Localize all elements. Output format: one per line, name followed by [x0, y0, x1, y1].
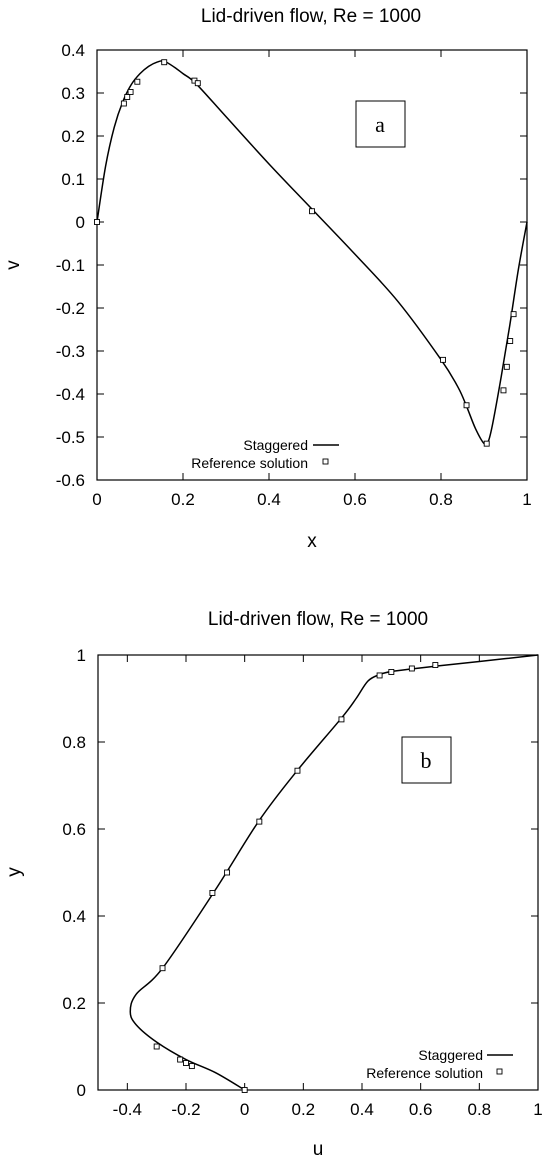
- chart-b-ticks: -0.4 -0.2 0 0.2 0.4 0.6 0.8 1 1 0.8 0.6 0.4 0.2 0: [62, 646, 542, 1119]
- chart-b-reference-point: [432, 662, 439, 668]
- chart-a-reference-point: [94, 219, 100, 225]
- chart-a-xtick-label: 1: [522, 490, 531, 509]
- chart-b-reference-point: [153, 1043, 160, 1050]
- chart-b-reference-point: [338, 716, 345, 723]
- chart-a-xtick-label: 0: [92, 490, 101, 509]
- chart-b-xtick-label: 1: [533, 1100, 542, 1119]
- chart-a-ytick-label: -0.4: [56, 385, 85, 404]
- chart-b-panel-label: b: [421, 748, 432, 773]
- chart-a-xtick-label: 0.4: [257, 490, 281, 509]
- chart-a-ytick-label: -0.3: [56, 342, 85, 361]
- chart-a-legend-label-reference: Reference solution: [191, 455, 308, 471]
- chart-b-xtick-label: 0.6: [409, 1100, 433, 1119]
- chart-a-ytick-label: -0.1: [56, 256, 85, 275]
- chart-b-reference-point: [388, 669, 395, 675]
- chart-a-reference-point: [120, 100, 127, 107]
- chart-a-panel-label-box: a: [355, 100, 406, 148]
- chart-a-ytick-label: 0.1: [61, 170, 85, 189]
- chart-a-xlabel: x: [307, 531, 317, 552]
- chart-a-xtick-label: 0.2: [171, 490, 195, 509]
- chart-b-xtick-label: -0.4: [113, 1100, 142, 1119]
- chart-b-xtick-label: 0.4: [350, 1100, 374, 1119]
- chart-a-ytick-label: -0.6: [56, 471, 85, 490]
- chart-a-reference-point: [194, 80, 201, 87]
- chart-b-reference-point: [241, 1087, 248, 1093]
- chart-a: Lid-driven flow, Re = 1000 0 0.2 0.4 0.6 0.8…: [3, 6, 532, 552]
- chart-b-reference-point: [177, 1056, 184, 1063]
- chart-a-reference-point: [503, 363, 510, 370]
- chart-a-reference-point: [510, 311, 517, 318]
- chart-a-reference-point: [127, 89, 134, 95]
- chart-b-legend-marker-reference: [496, 1068, 503, 1075]
- chart-b: Lid-driven flow, Re = 1000 -0.4 -0.2 0 0.2 0…: [4, 609, 543, 1160]
- chart-b-xtick-label: 0.8: [468, 1100, 492, 1119]
- chart-b-reference-point: [224, 869, 231, 876]
- chart-b-series: [129, 654, 539, 1093]
- chart-b-ytick-label: 0.8: [62, 733, 86, 752]
- chart-a-panel-label: a: [375, 112, 385, 137]
- chart-b-reference-point: [376, 672, 383, 679]
- chart-b-ytick-label: 0.6: [62, 820, 86, 839]
- chart-b-legend: Staggered Reference solution: [366, 1047, 513, 1081]
- chart-b-legend-label-staggered: Staggered: [418, 1047, 483, 1063]
- chart-a-reference-point: [161, 59, 168, 66]
- chart-a-reference-point: [134, 78, 141, 85]
- chart-b-reference-point: [408, 665, 415, 672]
- chart-b-ytick-label: 0: [77, 1081, 86, 1100]
- chart-b-reference-point: [209, 889, 216, 896]
- chart-a-ytick-label: 0.2: [61, 127, 85, 146]
- chart-b-xtick-label: -0.2: [171, 1100, 200, 1119]
- chart-b-ytick-label: 0.2: [62, 994, 86, 1013]
- chart-b-reference-point: [256, 818, 263, 825]
- chart-a-ytick-label: 0: [76, 213, 85, 232]
- chart-b-ytick-label: 1: [77, 646, 86, 665]
- chart-a-legend-label-staggered: Staggered: [243, 437, 308, 453]
- chart-b-title: Lid-driven flow, Re = 1000: [208, 609, 428, 630]
- chart-b-xtick-label: 0: [240, 1100, 249, 1119]
- chart-a-ytick-label: -0.5: [56, 428, 85, 447]
- chart-a-reference-point: [500, 387, 507, 394]
- chart-b-ylabel: y: [4, 867, 25, 877]
- chart-b-reference-point: [188, 1063, 195, 1070]
- chart-b-legend-label-reference: Reference solution: [366, 1065, 483, 1081]
- chart-a-xtick-label: 0.6: [343, 490, 367, 509]
- chart-a-reference-point: [483, 440, 490, 447]
- chart-a-xtick-label: 0.8: [429, 490, 453, 509]
- chart-b-plot-frame: [97, 654, 539, 1091]
- chart-a-series: [94, 59, 528, 447]
- chart-a-title: Lid-driven flow, Re = 1000: [201, 6, 421, 27]
- chart-a-legend-marker-reference: [322, 458, 329, 465]
- chart-a-legend: Staggered Reference solution: [191, 437, 339, 471]
- chart-b-reference-point: [294, 767, 301, 774]
- chart-a-ytick-label: -0.2: [56, 299, 85, 318]
- chart-b-xtick-label: 0.2: [292, 1100, 316, 1119]
- chart-a-ytick-label: 0.3: [61, 84, 85, 103]
- chart-a-reference-point: [440, 356, 446, 363]
- chart-b-panel-label-box: b: [401, 736, 452, 784]
- chart-b-xlabel: u: [313, 1139, 324, 1160]
- chart-b-reference-point: [183, 1060, 189, 1066]
- chart-a-ytick-label: 0.4: [61, 41, 85, 60]
- chart-a-ylabel: v: [3, 260, 24, 270]
- chart-a-reference-point: [309, 208, 315, 215]
- chart-a-reference-point: [463, 402, 470, 409]
- chart-b-ytick-label: 0.4: [62, 907, 86, 926]
- chart-a-reference-point: [507, 338, 514, 344]
- chart-a-series-staggered-line: [96, 60, 528, 446]
- chart-a-plot-frame: [96, 49, 528, 481]
- chart-a-ticks: 0 0.2 0.4 0.6 0.8 1 0.4 0.3 0.2 0.1 0 -0.1 -0.2 -0.3 -…: [56, 41, 532, 509]
- chart-b-series-staggered-line: [129, 654, 539, 1091]
- chart-a-reference-point: [124, 94, 131, 100]
- chart-b-reference-point: [159, 965, 166, 972]
